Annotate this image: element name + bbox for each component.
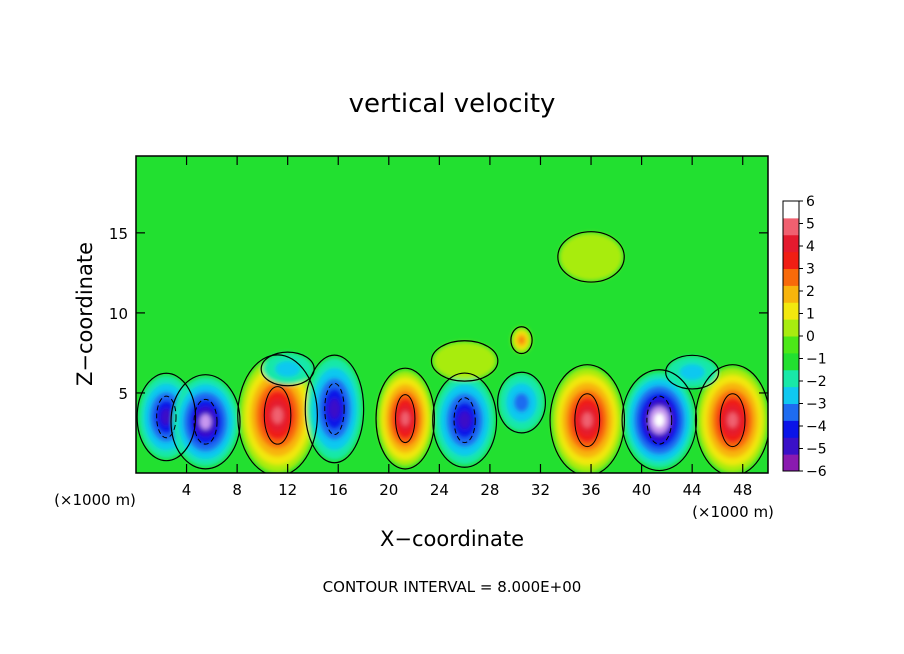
colorbar-label: 4 bbox=[806, 239, 815, 255]
y-axis-label: Z−coordinate bbox=[73, 242, 97, 386]
x-tick-label: 16 bbox=[329, 481, 348, 499]
x-unit-label-left: (×1000 m) bbox=[54, 491, 136, 509]
contour-zero-4 bbox=[375, 367, 436, 470]
contour-zero-7 bbox=[549, 364, 626, 473]
colorbar-swatch bbox=[783, 217, 799, 236]
velocity-cell-9-level-6 bbox=[727, 412, 738, 428]
velocity-cell-10-level-3 bbox=[519, 336, 525, 344]
x-tick-label: 32 bbox=[531, 481, 550, 499]
contour-core-2 bbox=[263, 386, 292, 445]
x-axis-label: X−coordinate bbox=[380, 527, 524, 551]
contour-core-3 bbox=[324, 382, 345, 436]
velocity-cell-12-level-1 bbox=[275, 360, 301, 377]
velocity-cell-6-level-2 bbox=[513, 392, 530, 413]
contour-interval-note: CONTOUR INTERVAL = 8.000E+00 bbox=[323, 578, 582, 596]
contour-zero-10 bbox=[510, 326, 533, 355]
y-tick-label: 15 bbox=[109, 225, 128, 243]
contour-core-7 bbox=[574, 393, 601, 448]
x-tick-label: 44 bbox=[683, 481, 702, 499]
contour-core-0 bbox=[156, 395, 177, 439]
colorbar-label: 2 bbox=[806, 284, 815, 300]
contour-zero-1 bbox=[170, 374, 241, 470]
colorbar-label: 1 bbox=[806, 307, 815, 323]
velocity-cell-11-level-0 bbox=[433, 341, 497, 381]
colorbar-swatch bbox=[783, 420, 799, 438]
colorbar-label: −5 bbox=[806, 442, 827, 458]
x-tick-label: 8 bbox=[232, 481, 242, 499]
x-unit-label-right: (×1000 m) bbox=[692, 503, 774, 521]
colorbar-label: −1 bbox=[806, 352, 827, 368]
plot-area bbox=[136, 156, 768, 473]
colorbar-swatch bbox=[783, 201, 799, 219]
colorbar-swatch bbox=[783, 319, 799, 337]
contour-zero-5 bbox=[432, 372, 498, 468]
x-tick-label: 12 bbox=[278, 481, 297, 499]
x-tick-label: 40 bbox=[632, 481, 651, 499]
contour-zero-3 bbox=[304, 354, 365, 464]
colorbar-swatch bbox=[783, 268, 799, 286]
contour-zero-12 bbox=[260, 351, 315, 387]
colorbar-swatch bbox=[783, 352, 799, 371]
contour-core-4 bbox=[395, 394, 416, 444]
colorbar-swatch bbox=[783, 251, 799, 270]
colorbar-swatch bbox=[783, 302, 799, 320]
y-tick-label: 5 bbox=[118, 385, 128, 403]
velocity-cell-3-level-4 bbox=[328, 398, 341, 420]
plot-frame bbox=[135, 155, 769, 474]
colorbar-label: −3 bbox=[806, 397, 827, 413]
colorbar-swatch bbox=[783, 336, 799, 354]
velocity-cell-7-level-6 bbox=[582, 412, 593, 428]
colorbar-swatch bbox=[783, 369, 799, 388]
contour-zero-11 bbox=[430, 340, 499, 382]
colorbar-swatch bbox=[783, 285, 799, 303]
contour-core-1 bbox=[193, 398, 218, 445]
x-tick-label: 20 bbox=[379, 481, 398, 499]
contour-zero-8 bbox=[621, 369, 698, 472]
x-axis-ticks: 4 8 12 16 20 24 28 32 36 40 44 48 bbox=[182, 156, 752, 499]
velocity-cell-0-level-4 bbox=[160, 408, 172, 426]
contour-zero-14 bbox=[557, 231, 625, 283]
colorbar-swatch bbox=[783, 403, 799, 421]
chart-title: vertical velocity bbox=[349, 89, 556, 119]
colorbar-swatch bbox=[783, 386, 799, 405]
x-tick-label: 24 bbox=[430, 481, 449, 499]
x-tick-label: 48 bbox=[733, 481, 752, 499]
x-tick-label: 4 bbox=[182, 481, 192, 499]
contour-zero-0 bbox=[136, 372, 197, 462]
velocity-cell-14-level-0 bbox=[559, 232, 623, 281]
colorbar-swatch bbox=[783, 454, 799, 472]
colorbar-label: 3 bbox=[806, 262, 815, 278]
velocity-cell-13-level-1 bbox=[679, 364, 705, 381]
velocity-cell-8-level-6 bbox=[654, 413, 665, 428]
colorbar-swatch bbox=[783, 437, 799, 455]
colorbar-label: −6 bbox=[806, 464, 827, 480]
contour-core-8 bbox=[646, 395, 673, 445]
colorbar-swatch bbox=[783, 234, 799, 253]
contour-zero-13 bbox=[665, 354, 720, 390]
velocity-cell-5-level-4 bbox=[458, 411, 471, 430]
velocity-cell-2-level-6 bbox=[272, 407, 283, 424]
colorbar: 6 5 4 3 2 1 0 −1 −2 −3 −4 −5 −6 bbox=[782, 194, 827, 480]
colorbar-label: 0 bbox=[806, 329, 815, 345]
contour-core-5 bbox=[453, 397, 476, 444]
contour-zero-6 bbox=[497, 371, 547, 434]
velocity-cell-1-level-5 bbox=[200, 414, 212, 430]
contour-core-9 bbox=[719, 393, 746, 448]
contour-lines bbox=[136, 231, 768, 473]
colorbar-label: 5 bbox=[806, 217, 815, 233]
colorbar-label: −2 bbox=[806, 374, 827, 390]
y-tick-label: 10 bbox=[109, 305, 128, 323]
contour-zero-2 bbox=[237, 354, 318, 473]
y-axis-ticks: 5 10 15 bbox=[109, 225, 768, 403]
contour-zero-9 bbox=[694, 364, 768, 473]
velocity-cell-4-level-6 bbox=[401, 411, 410, 426]
x-tick-label: 28 bbox=[480, 481, 499, 499]
colorbar-label: 6 bbox=[806, 194, 815, 210]
colorbar-label: −4 bbox=[806, 419, 827, 435]
x-tick-label: 36 bbox=[581, 481, 600, 499]
